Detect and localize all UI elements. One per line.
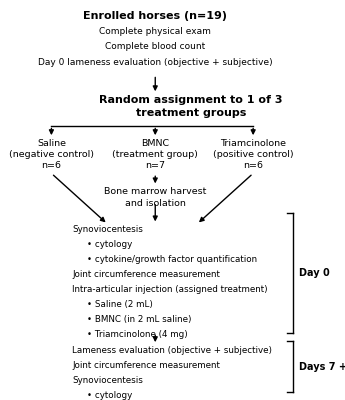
Text: • cytokine/growth factor quantification: • cytokine/growth factor quantification (87, 255, 257, 264)
Text: Triamcinolone
(positive control)
n=6: Triamcinolone (positive control) n=6 (213, 139, 294, 170)
Text: Joint circumference measurement: Joint circumference measurement (72, 361, 220, 370)
Text: Day 0: Day 0 (299, 268, 330, 278)
Text: BMNC
(treatment group)
n=7: BMNC (treatment group) n=7 (112, 139, 198, 170)
Text: • BMNC (in 2 mL saline): • BMNC (in 2 mL saline) (87, 315, 191, 324)
Text: Random assignment to 1 of 3
treatment groups: Random assignment to 1 of 3 treatment gr… (99, 95, 283, 118)
Text: Lameness evaluation (objective + subjective): Lameness evaluation (objective + subject… (72, 346, 272, 355)
Text: Joint circumference measurement: Joint circumference measurement (72, 270, 220, 279)
Text: Complete blood count: Complete blood count (105, 42, 205, 52)
Text: Enrolled horses (n=19): Enrolled horses (n=19) (83, 11, 227, 21)
Text: Days 7 + 21: Days 7 + 21 (299, 362, 345, 372)
Text: • cytology: • cytology (87, 240, 132, 249)
Text: • Saline (2 mL): • Saline (2 mL) (87, 300, 153, 309)
Text: • Triamcinolone (4 mg): • Triamcinolone (4 mg) (87, 330, 188, 339)
Text: Synoviocentesis: Synoviocentesis (72, 226, 143, 234)
Text: Saline
(negative control)
n=6: Saline (negative control) n=6 (9, 139, 94, 170)
Text: Day 0 lameness evaluation (objective + subjective): Day 0 lameness evaluation (objective + s… (38, 58, 273, 67)
Text: • cytology: • cytology (87, 390, 132, 400)
Text: Intra-articular injection (assigned treatment): Intra-articular injection (assigned trea… (72, 285, 268, 294)
Text: Synoviocentesis: Synoviocentesis (72, 376, 143, 385)
Text: Complete physical exam: Complete physical exam (99, 27, 211, 36)
Text: Bone marrow harvest
and isolation: Bone marrow harvest and isolation (104, 188, 206, 208)
